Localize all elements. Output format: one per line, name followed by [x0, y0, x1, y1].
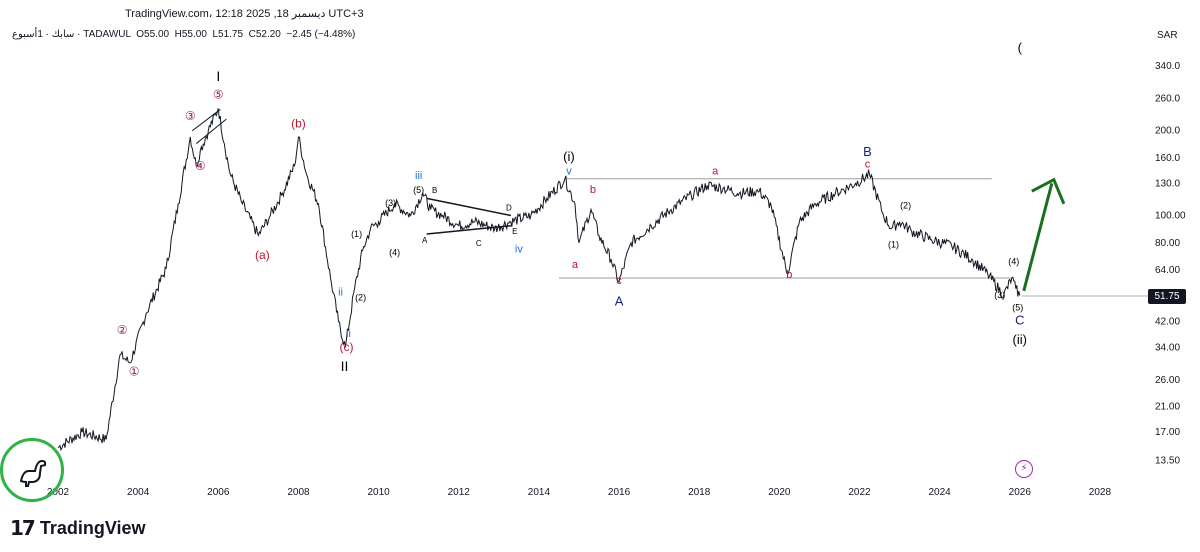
last-price-tag: 51.75	[1148, 289, 1186, 305]
y-tick-label: 130.0	[1155, 178, 1180, 189]
brand-name: TradingView	[39, 517, 146, 538]
wave-label-q2: (2)	[900, 200, 911, 210]
wave-label-v: v	[566, 165, 572, 177]
wave-label-4: (4)	[389, 248, 400, 258]
y-tick-label: 34.00	[1155, 342, 1180, 353]
wave-label-2: (2)	[355, 292, 366, 302]
x-tick-label: 2022	[848, 487, 871, 498]
close-value: C52.20	[248, 29, 281, 40]
symbol-name[interactable]: سابك · 1أسبوع · TADAWUL	[12, 29, 131, 40]
wave-label-B: B	[863, 144, 872, 159]
x-tick-label: 2010	[367, 487, 390, 498]
y-tick-label: 17.00	[1155, 427, 1180, 438]
wedge-upper-line	[191, 109, 221, 132]
wave-label-a-2: a	[712, 165, 719, 177]
high-value: H55.00	[174, 29, 207, 40]
y-tick-label: 340.0	[1155, 61, 1180, 72]
wave-label-iii: iii	[415, 170, 422, 182]
dinosaur-icon	[19, 459, 47, 487]
wave-label-circle-2: ②	[117, 323, 128, 337]
x-tick-label: 2018	[688, 487, 711, 498]
wave-label-a-1: a	[572, 259, 579, 271]
change-value: −2.45 (−4.48%)	[286, 29, 356, 40]
wave-label-circle-5: ⑤	[213, 88, 224, 102]
dinosaur-badge	[0, 438, 64, 502]
x-tick-label: 2002	[47, 487, 70, 498]
triangle-label-D: D	[506, 204, 512, 213]
x-tick-label: 2012	[448, 487, 471, 498]
low-value: L51.75	[212, 29, 244, 40]
symbol-ohlc-line: سابك · 1أسبوع · TADAWUL O55.00 H55.00 L5…	[12, 29, 355, 40]
wave-label-circle-4: ④	[195, 159, 206, 173]
wave-label-q4: (4)	[1008, 256, 1019, 266]
y-tick-label: 21.00	[1155, 401, 1180, 412]
x-tick-label: 2006	[207, 487, 230, 498]
y-tick-label: 26.00	[1155, 375, 1180, 386]
wave-label-1: (1)	[351, 229, 362, 239]
triangle-label-C: C	[476, 239, 482, 248]
wave-label-circle-3: ③	[185, 109, 196, 123]
wave-label-q1: (1)	[888, 239, 899, 249]
wedge-lower-line	[195, 118, 227, 145]
wave-drawings	[191, 109, 1066, 292]
x-axis[interactable]: 2002 2004 2006 2008 2010 2012 2014 2016 2018 2020…	[47, 487, 1112, 498]
wave-label-A: A	[615, 293, 624, 308]
y-tick-label: 64.00	[1155, 265, 1180, 276]
y-axis[interactable]: 340.0 260.0 200.0 160.0 130.0 100.00 80.00 64.0…	[1155, 61, 1186, 467]
tradingview-brand[interactable]: 17 TradingView	[10, 516, 146, 540]
wave-label-circle-1: ①	[129, 365, 140, 379]
tradingview-logo-icon: 17	[10, 516, 36, 540]
wave-label-a-paren: (a)	[255, 248, 270, 262]
y-tick-label: 200.0	[1155, 126, 1180, 137]
x-tick-label: 2028	[1089, 487, 1112, 498]
wave-label-ii-paren: (ii)	[1013, 332, 1027, 347]
x-tick-label: 2016	[608, 487, 631, 498]
x-tick-label: 2004	[127, 487, 150, 498]
wave-label-3: (3)	[385, 198, 396, 208]
y-tick-label: 42.00	[1155, 317, 1180, 328]
wave-label-q3: (3)	[994, 290, 1005, 300]
wave-label-iv: iv	[515, 243, 523, 255]
wave-label-q5: (5)	[1012, 302, 1023, 312]
y-tick-label: 100.00	[1155, 211, 1186, 222]
wave-label-b-2: b	[786, 269, 792, 281]
y-tick-label: 80.00	[1155, 238, 1180, 249]
wave-label-ii-blue-1: ii	[338, 286, 343, 298]
x-tick-label: 2014	[528, 487, 551, 498]
triangle-lower-line	[426, 224, 511, 235]
triangle-label-B: B	[432, 186, 437, 195]
wave-label-b-paren: (b)	[291, 117, 306, 131]
x-tick-label: 2026	[1009, 487, 1032, 498]
chart-source-timestamp: TradingView.com، 12:18 2025 ,18 ديسمبر U…	[125, 8, 364, 20]
lightning-icon[interactable]: ⚡	[1015, 460, 1033, 478]
wave-label-c-1: c	[616, 275, 622, 287]
projection-arrow-shaft	[1022, 183, 1054, 292]
x-tick-label: 2024	[929, 487, 952, 498]
wave-label-i-paren: (i)	[563, 149, 575, 164]
triangle-upper-line	[426, 197, 511, 217]
x-tick-label: 2020	[768, 487, 791, 498]
wave-label-c-paren: (c)	[340, 340, 354, 354]
projection-arrow-head	[1031, 177, 1066, 205]
y-tick-label: 160.0	[1155, 153, 1180, 164]
wave-label-top-paren: (	[1018, 40, 1023, 55]
wave-label-c-2: c	[865, 159, 871, 171]
triangle-label-E: E	[512, 227, 517, 236]
x-tick-label: 2008	[287, 487, 310, 498]
triangle-label-A: A	[422, 236, 428, 245]
wave-label-C: C	[1015, 313, 1024, 328]
y-tick-label: 13.50	[1155, 455, 1180, 466]
open-value: O55.00	[136, 29, 170, 40]
currency-label[interactable]: SAR	[1157, 30, 1178, 41]
wave-label-I: I	[216, 68, 220, 84]
y-tick-label: 260.0	[1155, 94, 1180, 105]
wave-label-II: II	[341, 358, 349, 374]
price-series-line	[57, 108, 1021, 452]
wave-label-ii-blue-2: ii	[346, 328, 351, 340]
wave-label-b-1: b	[590, 184, 596, 196]
wave-label-5: (5)	[413, 185, 424, 195]
